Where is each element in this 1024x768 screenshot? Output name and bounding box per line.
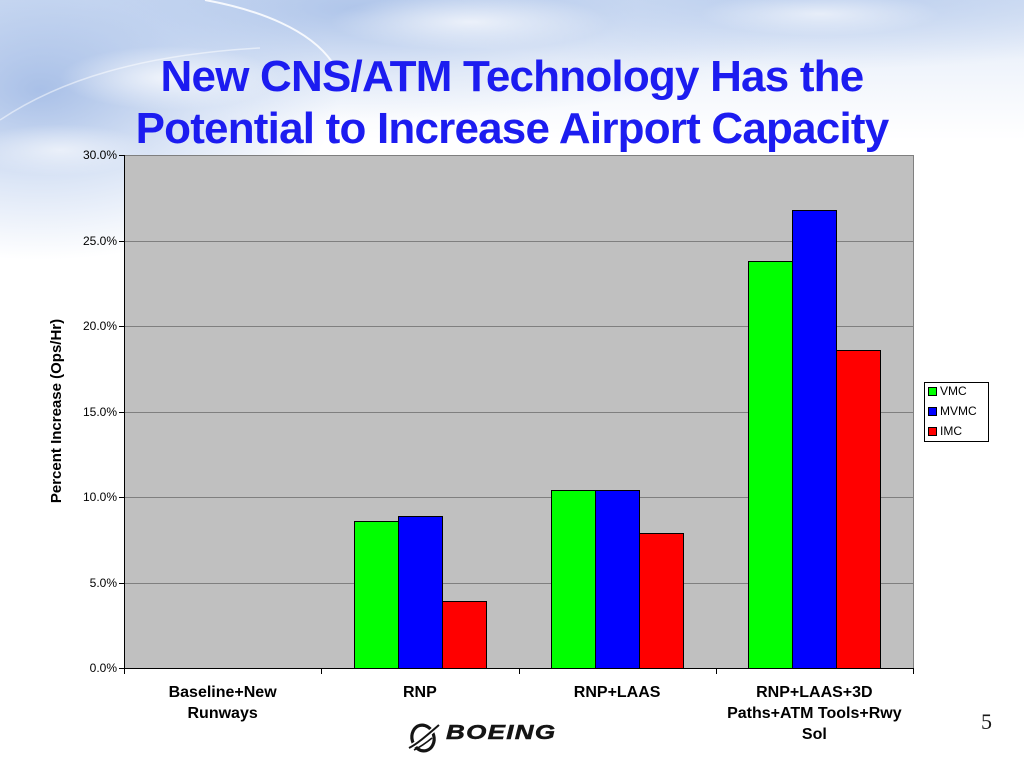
legend-swatch-vmc — [928, 387, 937, 396]
bar-imc-rnp-laas — [639, 533, 684, 669]
legend-label-vmc: VMC — [940, 384, 967, 398]
swoosh-arc — [0, 47, 261, 121]
y-axis-title: Percent Increase (Ops/Hr) — [48, 319, 65, 503]
bar-imc-rnp-laas-3d-paths-atm-tools-rwy-sol — [836, 350, 881, 669]
x-category-label: Baseline+New Runways — [168, 684, 277, 722]
slide-title-line-2: Potential to Increase Airport Capacity — [135, 104, 890, 153]
y-tick-label: 5.0% — [90, 576, 118, 590]
boeing-symbol-swoosh-lower — [413, 737, 433, 751]
y-tick-label: 30.0% — [83, 148, 117, 162]
y-tick-label: 15.0% — [83, 405, 117, 419]
legend-swatch-imc — [928, 427, 937, 436]
slide-title: New CNS/ATM Technology Has the Potential… — [0, 51, 1024, 155]
x-category-label: RNP — [402, 684, 437, 701]
bar-mvmc-rnp-laas — [595, 490, 640, 669]
boeing-symbol-swoosh — [408, 724, 440, 749]
x-category-label: RNP+LAAS — [573, 684, 661, 701]
page-number: 5 — [981, 709, 992, 734]
bar-mvmc-rnp — [398, 516, 443, 669]
swoosh-arc — [204, 0, 333, 63]
y-tick-label: 25.0% — [83, 234, 117, 248]
background-swoosh — [0, 0, 333, 121]
legend: VMC MVMC IMC — [924, 382, 989, 442]
slide-title-line-1: New CNS/ATM Technology Has the — [160, 52, 865, 101]
legend-label-imc: IMC — [940, 424, 962, 438]
boeing-symbol-icon — [408, 723, 440, 753]
bar-vmc-rnp-laas-3d-paths-atm-tools-rwy-sol — [748, 261, 793, 669]
x-category-label: RNP+LAAS+3D Paths+ATM Tools+Rwy Sol — [727, 684, 902, 743]
y-tick-label: 10.0% — [83, 490, 117, 504]
boeing-symbol-ring — [410, 723, 436, 753]
bar-imc-rnp — [442, 601, 487, 669]
boeing-logo: BOEING — [408, 720, 568, 756]
legend-swatch-mvmc — [928, 407, 937, 416]
bar-vmc-rnp — [354, 521, 399, 669]
logo-wordmark: BOEING — [446, 722, 557, 744]
bar-mvmc-rnp-laas-3d-paths-atm-tools-rwy-sol — [792, 210, 837, 669]
y-tick-label: 0.0% — [90, 661, 118, 675]
legend-label-mvmc: MVMC — [940, 404, 977, 418]
y-tick-label: 20.0% — [83, 319, 117, 333]
